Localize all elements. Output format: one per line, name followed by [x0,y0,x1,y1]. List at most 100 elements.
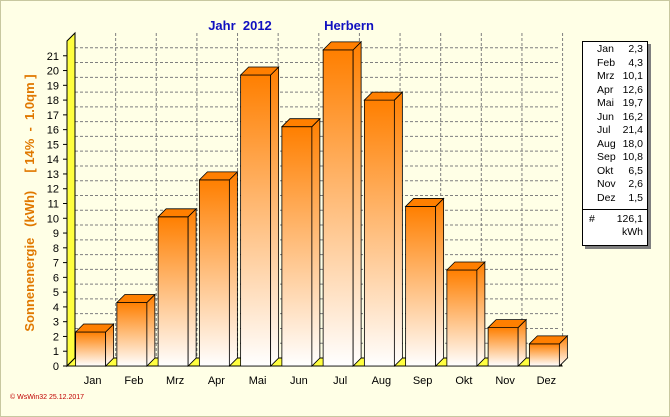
bar-front [157,216,189,367]
y-tick-label: 21 [47,51,59,63]
legend-month: Apr [597,83,614,96]
x-tick-label: Okt [455,375,472,387]
bar-front [281,126,313,367]
bar-side [228,170,238,367]
bar-side [393,91,403,367]
x-tick-label: Jan [84,375,102,387]
legend-value: 10,8 [622,151,643,163]
y-tick-label: 15 [47,139,59,151]
x-tick-label: Apr [208,375,225,387]
legend-month: Jun [597,110,614,123]
legend-month: Jan [597,43,614,55]
bar-top [445,261,486,271]
y-tick-label: 17 [47,110,59,122]
bar-side [352,40,362,367]
footer-text: © WsWin32 25.12.2017 [10,393,84,401]
bar-front [322,49,354,367]
y-tick-label: 3 [53,317,59,329]
y-tick-label: 7 [53,258,59,270]
y-tick-label: 0 [53,361,59,373]
legend-value: 19,7 [622,97,643,109]
legend-row: Apr 12,6 [583,84,647,98]
bar-top [404,198,445,207]
y-tick-label: 1 [53,346,59,358]
y-tick-label: 6 [53,272,59,284]
legend-month: Jul [597,124,611,136]
y-tick-label: 14 [47,154,59,166]
x-tick-label: Jun [290,375,308,387]
bar-top [322,41,363,51]
bar-top [115,294,156,303]
y-tick-label: 4 [53,302,59,314]
bar-top [528,335,569,345]
legend: Jan 2,3 Feb 4,3 Mrz 10,1 Apr 12,6 Mai 19,7 Jun 16,2… [582,41,648,246]
bar-side [476,261,486,367]
bar-front [363,99,395,367]
bar-top [74,323,115,333]
bar-top [363,91,404,101]
bar-front [240,74,272,367]
bar-front [116,302,148,367]
bar-jan [74,323,115,367]
legend-row: Okt 6,5 [583,165,647,179]
y-tick-label: 9 [53,228,59,240]
legend-month: Nov [597,178,616,190]
bar-feb [115,293,156,367]
bar-jun [280,117,321,367]
bar-okt [445,261,486,367]
legend-value: 10,1 [622,70,643,82]
bar-top [198,171,239,181]
bar-front [528,343,560,367]
bar-front [446,269,478,367]
bar-jul [322,40,363,367]
y-axis-label: Sonnenenergie (kWh) [ 14% - 1.0qm ] [22,74,37,331]
x-tick-label: Jul [333,375,347,387]
y-tick-label: 16 [47,125,59,137]
legend-row: Nov 2,6 [583,178,647,192]
x-tick-label: Nov [495,375,515,387]
legend-value: 1,5 [628,191,643,204]
x-tick-label: Feb [124,375,143,387]
bar-top [280,118,321,128]
legend-row: Aug 18,0 [583,138,647,152]
bar-side [146,293,156,367]
legend-total-value: 126,1 [616,213,643,225]
bar-apr [198,170,239,367]
y-tick-label: 8 [53,243,59,255]
bars [74,40,569,367]
legend-month: Dez [597,191,616,204]
legend-row: Mai 19,7 [583,97,647,111]
chart-title-location: Herbern [324,18,374,33]
bar-mrz [157,207,198,367]
y-tick-label: 20 [47,66,59,78]
legend-month: Mai [597,97,614,109]
x-tick-label: Mai [249,375,267,387]
legend-row: Jun 16,2 [583,111,647,125]
legend-value: 21,4 [622,124,643,136]
x-tick-label: Sep [413,375,433,387]
legend-row: Mrz 10,1 [583,70,647,84]
y-tick-label: 2 [53,331,59,343]
legend-month: Aug [597,137,616,150]
legend-total: # 126,1 [583,210,647,227]
legend-value: 4,3 [628,56,643,69]
y-tick-label: 12 [47,184,59,196]
legend-value: 16,2 [622,110,643,123]
bar-nov [487,318,528,367]
bar-mai [239,66,280,367]
legend-value: 6,5 [628,164,643,177]
bar-front [75,331,107,367]
x-tick-label: Dez [537,375,557,387]
bar-sep [404,197,445,367]
y-tick-label: 10 [47,213,59,225]
legend-month: Feb [597,56,616,69]
legend-row: Feb 4,3 [583,57,647,71]
y-tick-label: 13 [47,169,59,181]
legend-row: Jan 2,3 [583,43,647,57]
bar-top [239,66,280,76]
bar-aug [363,91,404,367]
legend-month: Okt [597,164,614,177]
bar-side [311,117,321,367]
